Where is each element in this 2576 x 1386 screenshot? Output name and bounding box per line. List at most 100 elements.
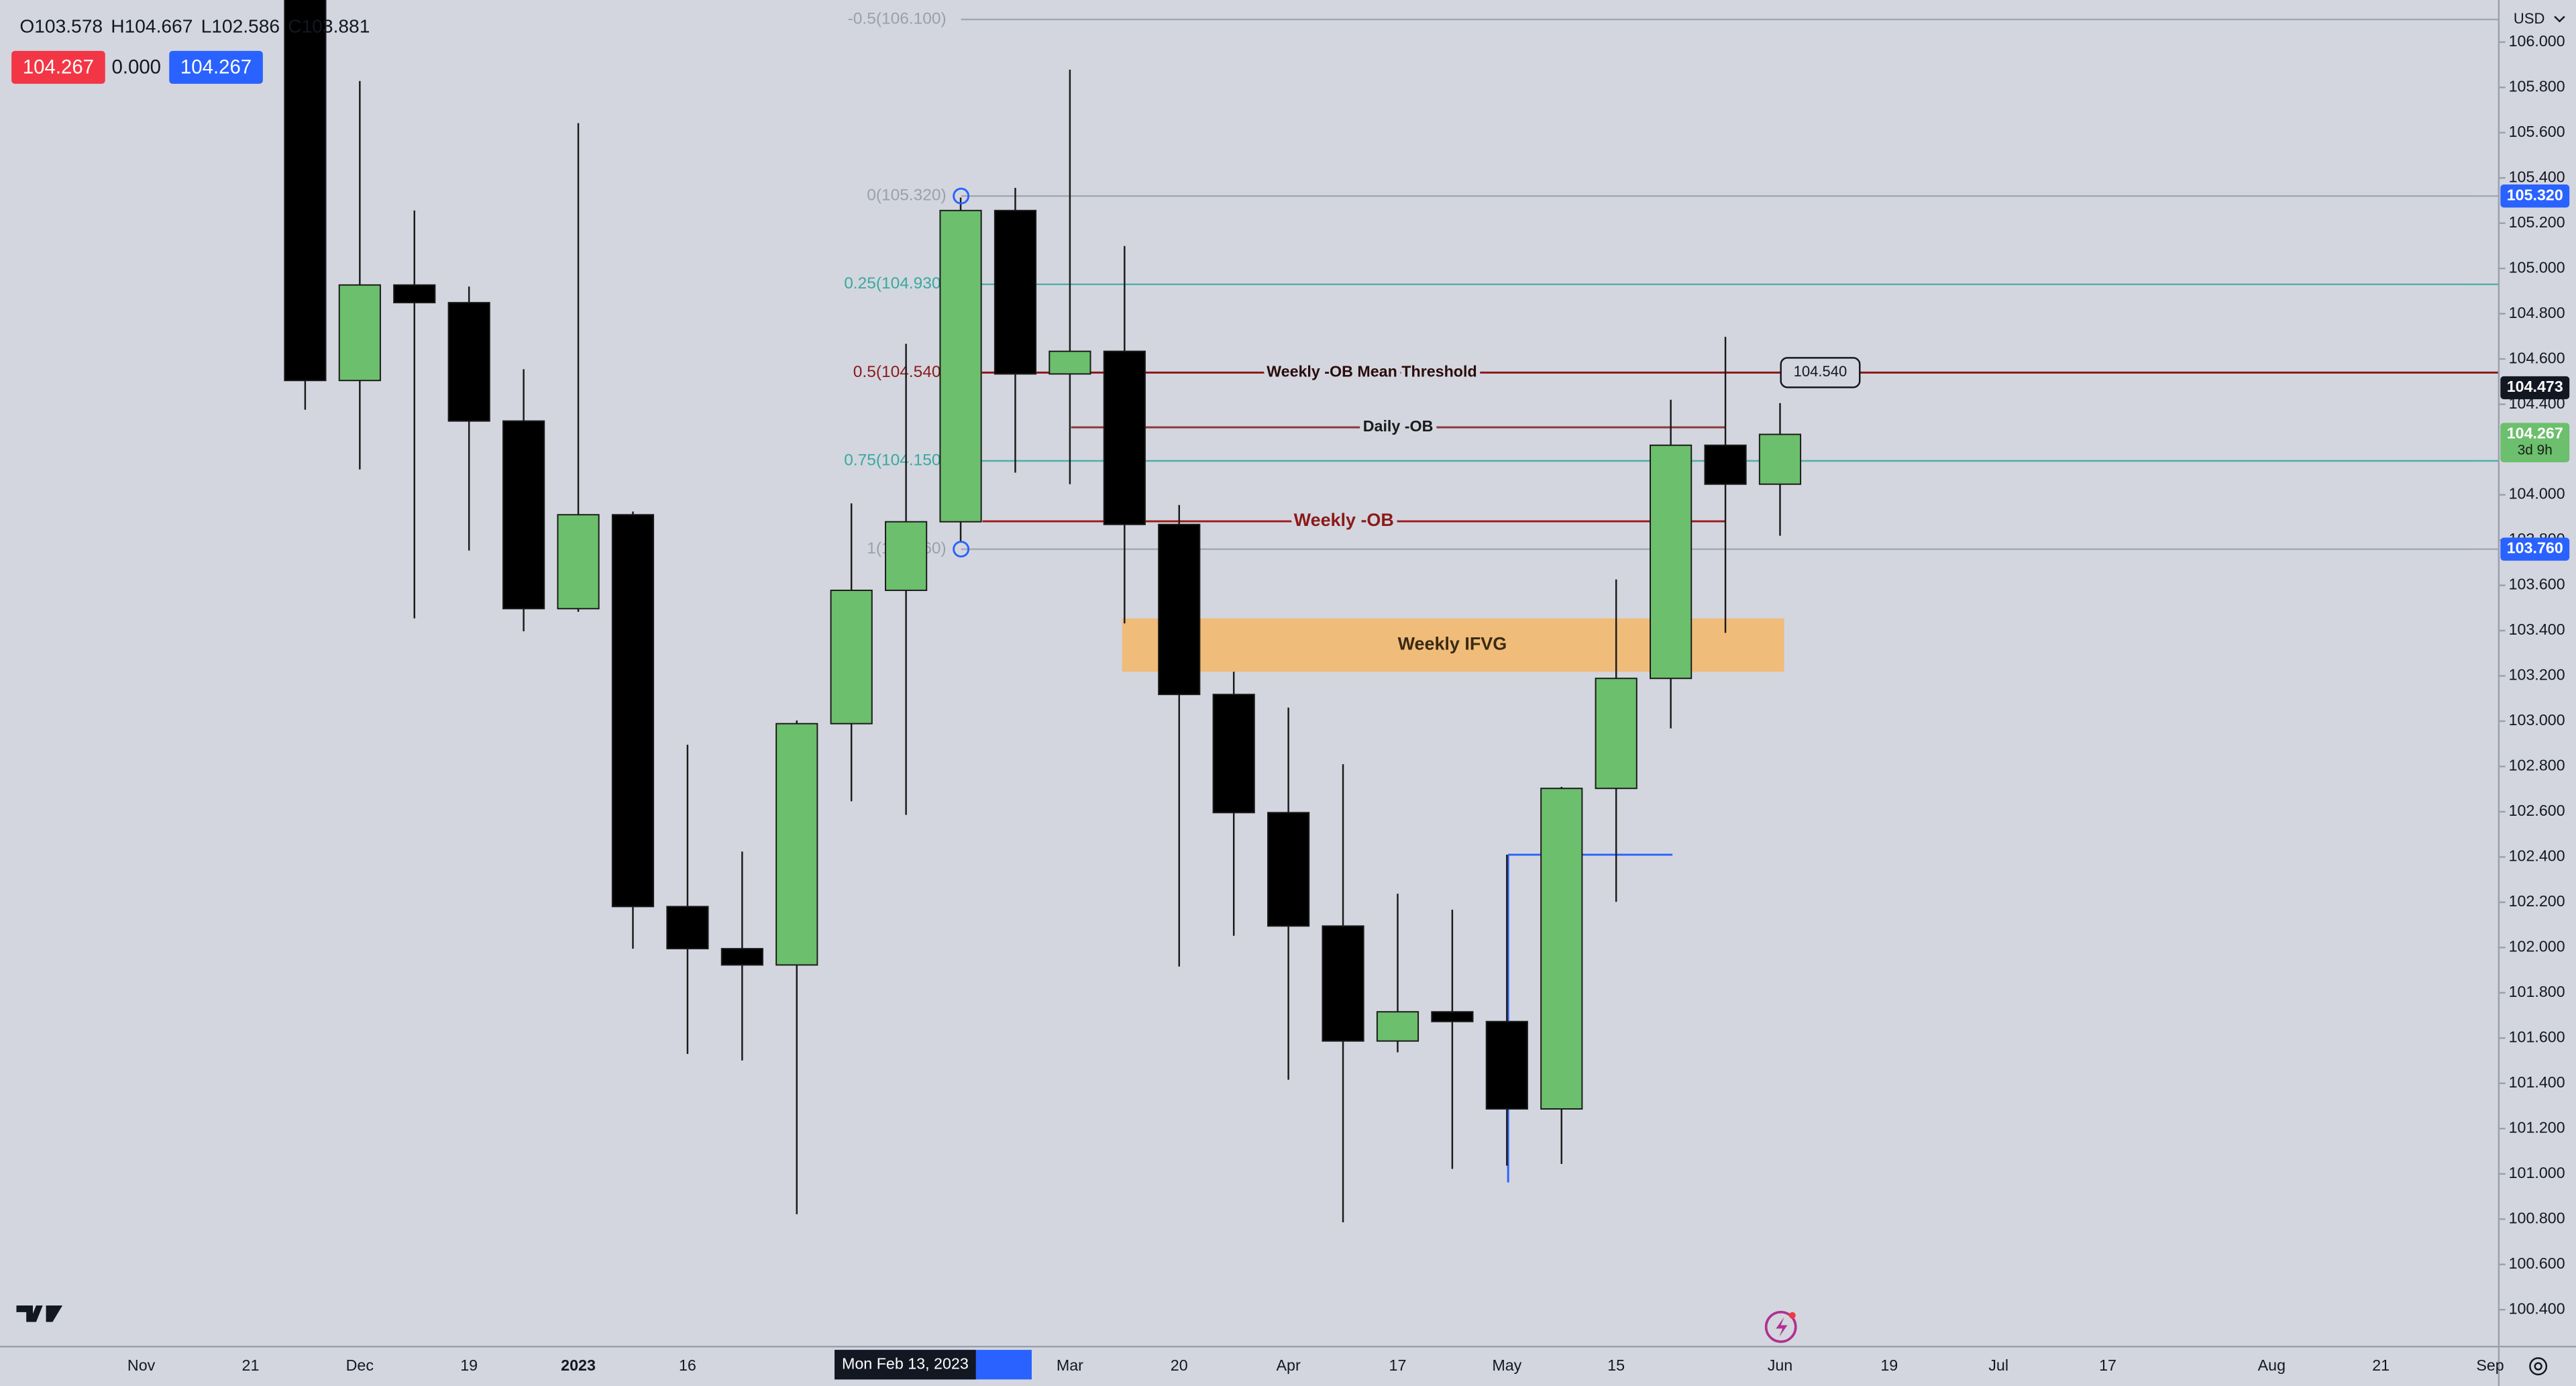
header-badge[interactable]	[11, 50, 105, 84]
y-tick-label: 101.600	[2509, 1028, 2565, 1046]
y-tick-label: 100.600	[2509, 1255, 2565, 1272]
price-badge-label: 103.760	[2507, 539, 2563, 557]
x-tick-label: Sep	[2476, 1356, 2504, 1374]
x-tick-label: 15	[1607, 1356, 1625, 1374]
x-tick-label: 21	[2372, 1356, 2390, 1374]
candle-body	[502, 420, 545, 610]
y-tick-label: 102.400	[2509, 847, 2565, 865]
candle-body	[557, 514, 600, 610]
x-tick-label: 20	[1171, 1356, 1188, 1374]
x-tick-label: 19	[460, 1356, 478, 1374]
y-tick-label: 104.800	[2509, 304, 2565, 321]
tradingview-logo[interactable]	[16, 1305, 63, 1322]
y-tick-label: 102.000	[2509, 938, 2565, 955]
currency[interactable]: USD	[2514, 10, 2544, 27]
candle-body	[1540, 788, 1583, 1110]
header-badge-label[interactable]: 0.000	[111, 56, 161, 78]
settings-icon[interactable]	[2529, 1357, 2548, 1376]
candle-body	[1103, 350, 1146, 525]
fib-label: 0.5(104.540)	[853, 363, 947, 381]
candle-body	[1758, 433, 1802, 485]
overlay: Mon Feb 13, 2023105.320104.473104.2673d …	[11, 16, 2570, 1380]
level-label: Weekly -OB Mean Threshold	[1267, 363, 1477, 380]
ohlc-value: 104.667	[125, 16, 193, 37]
x-tick-label: 17	[2099, 1356, 2116, 1374]
price-badge	[2500, 376, 2570, 400]
price-badge-countdown: 3d 9h	[2518, 442, 2553, 458]
fib-label: 0(105.320)	[867, 186, 946, 205]
candle-body	[1704, 444, 1747, 485]
candle-body	[1376, 1011, 1419, 1042]
y-tick-label: 105.800	[2509, 77, 2565, 95]
price-badge-label: 104.267	[2507, 425, 2563, 442]
ohlc-value: 102.586	[211, 16, 280, 37]
x-tick-label: Mar	[1057, 1356, 1083, 1374]
y-tick-label: 105.000	[2509, 258, 2565, 276]
x-tick-label: 17	[1389, 1356, 1407, 1374]
fib-label: -0.5(106.100)	[848, 9, 947, 28]
x-tick-label: Aug	[2258, 1356, 2286, 1374]
y-tick-label: 103.400	[2509, 621, 2565, 638]
candle-body	[284, 0, 327, 382]
level-label: Weekly -OB	[1294, 510, 1394, 530]
crosshair-date: Mon Feb 13, 2023	[842, 1354, 969, 1372]
ohlc-value: 103.578	[34, 16, 103, 37]
y-tick-label: 103.600	[2509, 576, 2565, 593]
candle-body	[1650, 444, 1693, 680]
candle-body	[1267, 812, 1310, 927]
candle-body	[1322, 925, 1364, 1042]
candle-body	[611, 514, 655, 908]
ohlc-key: L	[201, 16, 212, 37]
y-tick-label: 102.600	[2509, 802, 2565, 819]
candle-body	[1485, 1020, 1528, 1110]
price-badge	[2500, 423, 2570, 463]
ifvg-label: Weekly IFVG	[1398, 634, 1507, 654]
price-badge-label: 105.320	[2507, 186, 2563, 203]
y-tick-label: 100.400	[2509, 1299, 2565, 1317]
level-label: Daily -OB	[1363, 417, 1434, 435]
header-badge[interactable]	[169, 50, 263, 84]
x-tick-label: Jul	[1988, 1356, 2008, 1374]
y-tick-label: 103.000	[2509, 711, 2565, 729]
x-tick-label: 19	[1880, 1356, 1898, 1374]
y-tick-label: 105.400	[2509, 168, 2565, 185]
currency-caret[interactable]	[2554, 15, 2565, 23]
candle-body	[338, 284, 381, 382]
candle-body	[994, 209, 1037, 375]
price-badge	[2500, 184, 2570, 208]
y-tick-label: 103.200	[2509, 666, 2565, 684]
y-tick-label: 106.000	[2509, 32, 2565, 50]
fib-label: 0.25(104.930)	[844, 274, 946, 292]
price-label-box	[1780, 357, 1861, 388]
y-tick-label: 101.200	[2509, 1118, 2565, 1136]
ohlc-key: O	[19, 16, 34, 37]
candle-body	[885, 521, 928, 591]
x-tick-label: Apr	[1277, 1356, 1301, 1374]
x-tick-label: Nov	[127, 1356, 156, 1374]
y-tick-label: 104.000	[2509, 485, 2565, 502]
header-badge-label[interactable]: 104.267	[180, 56, 252, 78]
price-badge	[2500, 537, 2570, 561]
header-badge-label[interactable]: 104.267	[23, 56, 94, 78]
fib-handle[interactable]	[953, 187, 970, 205]
candle-body	[720, 948, 763, 966]
candle-body	[830, 589, 873, 725]
lightning-icon[interactable]	[1764, 1311, 1797, 1343]
x-tick-label: 2023	[561, 1356, 596, 1374]
x-tick-label: Jun	[1768, 1356, 1793, 1374]
y-tick-label: 101.800	[2509, 983, 2565, 1000]
candle-body	[1431, 1011, 1474, 1022]
candle-body	[775, 723, 818, 966]
candle-body	[666, 906, 709, 950]
fib-handle[interactable]	[953, 541, 970, 558]
y-tick-label: 104.600	[2509, 349, 2565, 366]
price-badge-label: 104.473	[2507, 378, 2563, 395]
x-tick-label: May	[1492, 1356, 1521, 1374]
ohlc-key: C	[288, 16, 301, 37]
candle-body	[939, 209, 982, 523]
candle-body	[393, 284, 436, 304]
plot-area: -0.5(106.100) 0(105.320) 0.25(104.930) 0.5(…	[284, 0, 2499, 1223]
x-tick-label: Dec	[346, 1356, 374, 1374]
